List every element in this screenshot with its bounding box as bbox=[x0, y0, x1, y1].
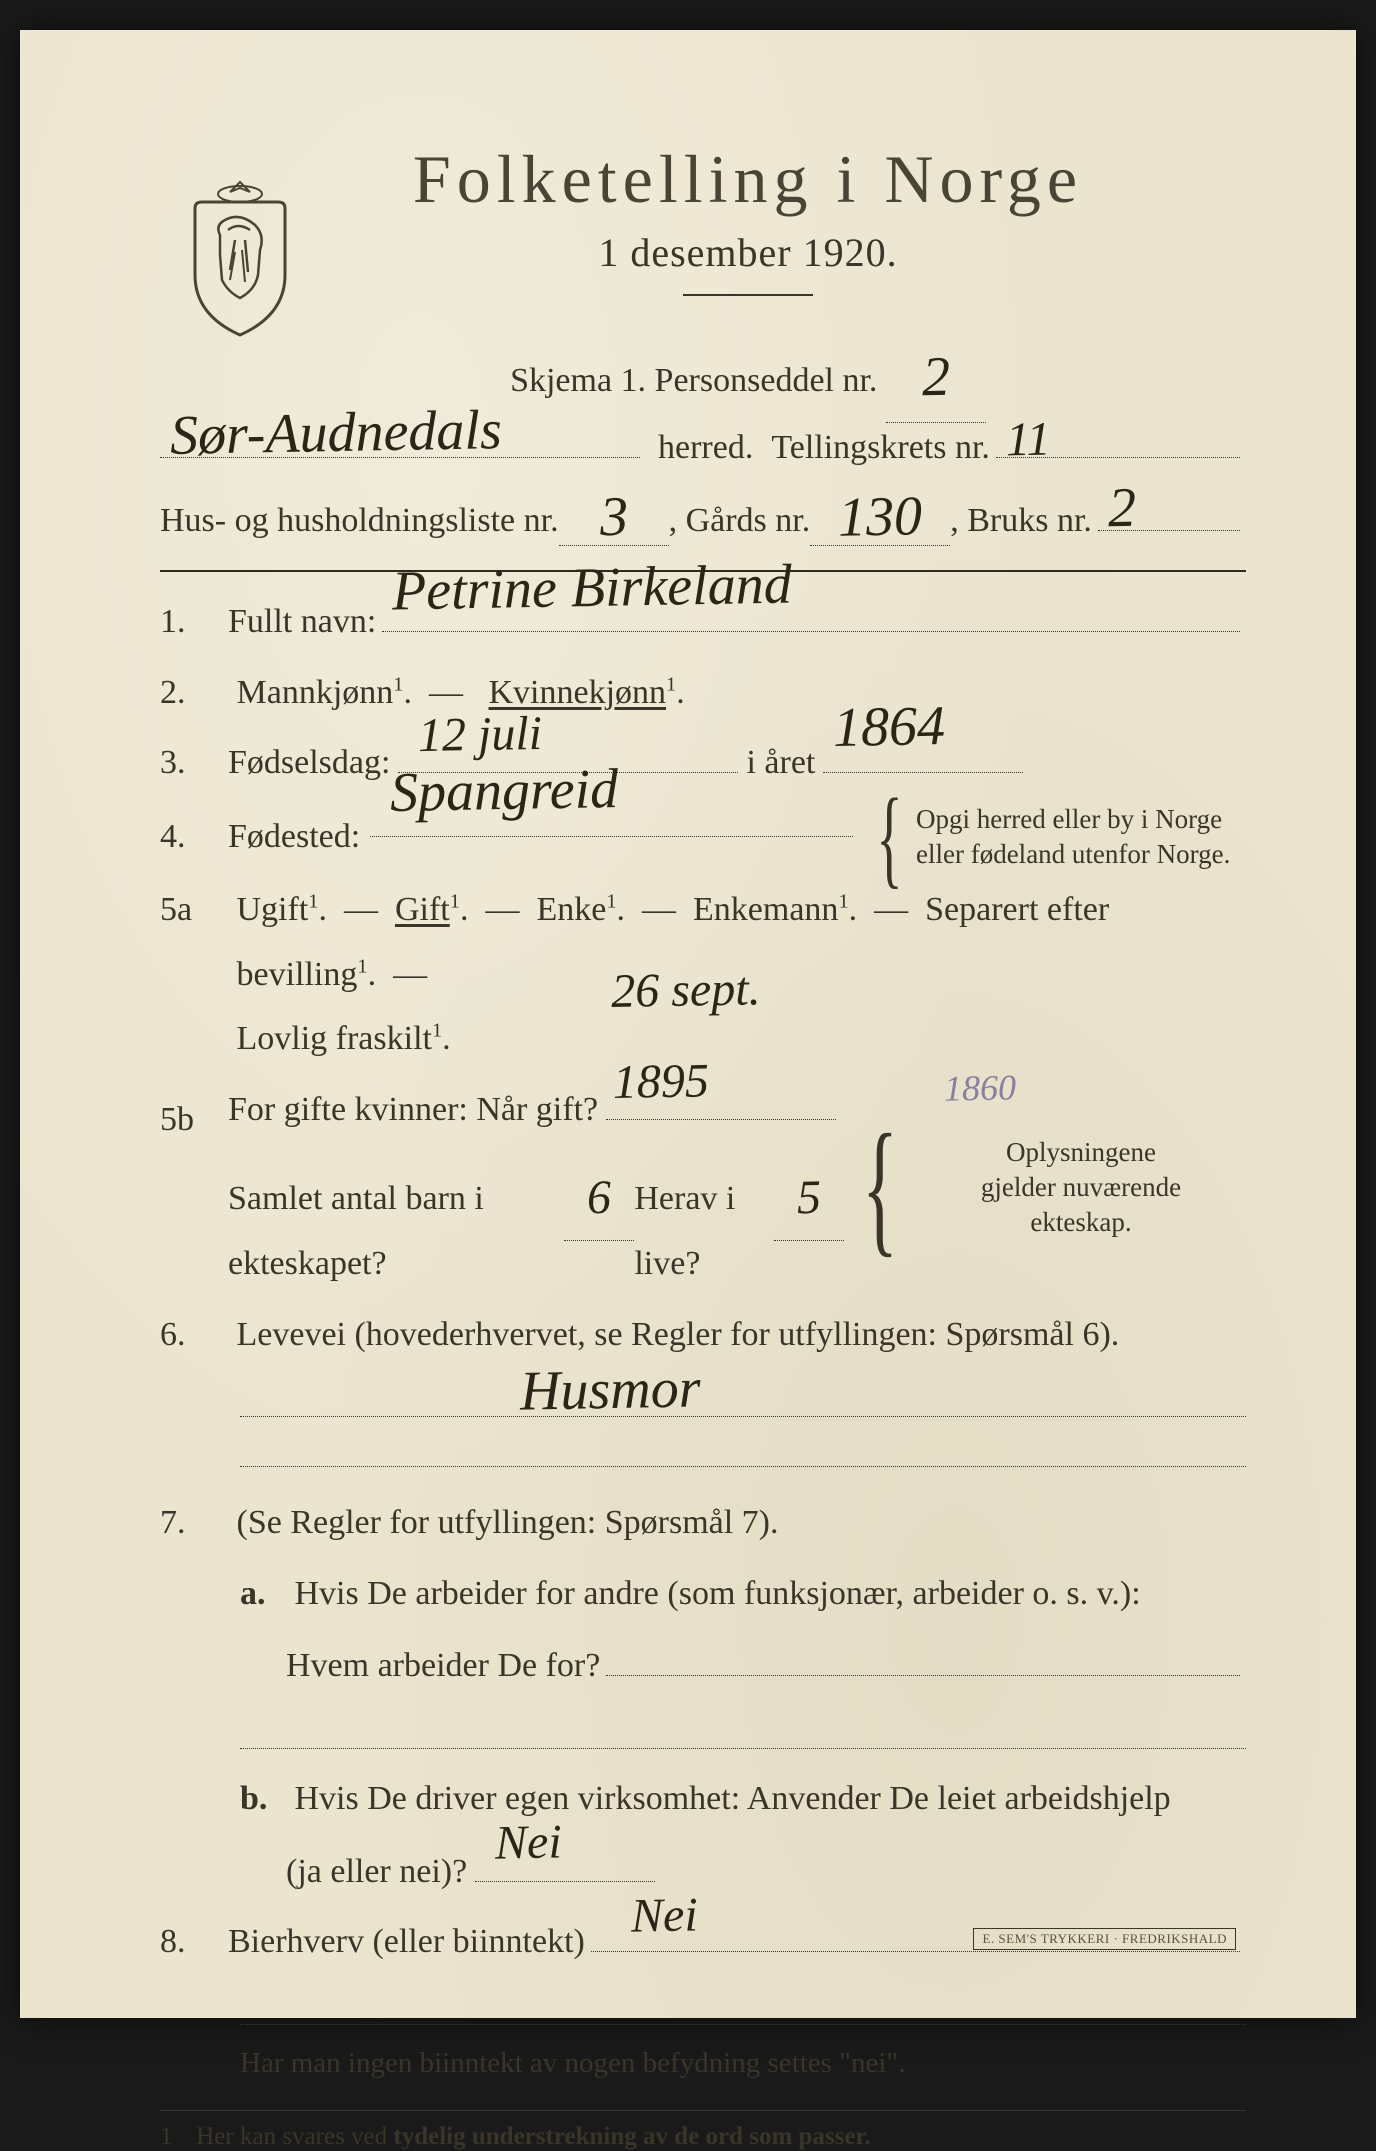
q3-label: Fødselsdag: bbox=[228, 731, 390, 796]
printer-mark: E. SEM'S TRYKKERI · FREDRIKSHALD bbox=[973, 1928, 1236, 1950]
q7a-num: a. bbox=[240, 1562, 286, 1627]
footnote-rule bbox=[160, 2110, 1246, 2111]
q1: 1. Fullt navn: Petrine Birkeland bbox=[160, 590, 1246, 655]
q5a-opt0: Ugift bbox=[237, 891, 309, 928]
bruks-label: , Bruks nr. bbox=[950, 502, 1092, 540]
q4-sidenote: Opgi herred eller by i Norge eller fødel… bbox=[916, 802, 1246, 872]
q7b-value: Nei bbox=[494, 1797, 562, 1889]
q8-num: 8. bbox=[160, 1910, 228, 1975]
q5a-opt5: Lovlig fraskilt bbox=[237, 1020, 432, 1057]
q7a-text: Hvis De arbeider for andre (som funksjon… bbox=[295, 1575, 1141, 1612]
q1-num: 1. bbox=[160, 590, 228, 655]
form-subtitle: 1 desember 1920. bbox=[250, 229, 1246, 276]
q7b: b. Hvis De driver egen virksomhet: Anven… bbox=[240, 1767, 1246, 1904]
footnote-num: 1 bbox=[160, 2123, 190, 2151]
q5a-opt1: Gift bbox=[395, 891, 450, 928]
q7-label: (Se Regler for utfyllingen: Spørsmål 7). bbox=[237, 1504, 779, 1541]
census-form-page: Folketelling i Norge 1 desember 1920. Sk… bbox=[20, 30, 1356, 2018]
q5b-sidenote: Oplysningene gjelder nuværende ekteskap. bbox=[916, 1135, 1246, 1240]
q5b-total: 6 bbox=[587, 1152, 613, 1244]
footnote: 1 Her kan svares ved tydelig understrekn… bbox=[160, 2123, 1246, 2151]
herred-line: Sør-Audnedals herred. Tellingskrets nr. … bbox=[160, 429, 1246, 467]
q5b-label-c: Herav i live? bbox=[634, 1167, 774, 1296]
foot-instruction: Har man ingen biinntekt av nogen befydni… bbox=[240, 2047, 1246, 2080]
q6-value-line: Husmor bbox=[240, 1375, 1246, 1417]
q3: 3. Fødselsdag: 12 juli i året 1864 bbox=[160, 731, 1246, 796]
q4-label: Fødested: bbox=[228, 805, 360, 870]
q7: 7. (Se Regler for utfyllingen: Spørsmål … bbox=[160, 1491, 1246, 1556]
q5b-married: 26 sept. 1895 bbox=[611, 942, 838, 1128]
bruks-nr: 2 bbox=[1107, 476, 1136, 540]
personseddel-nr: 2 bbox=[921, 328, 951, 426]
q8-value: Nei bbox=[630, 1869, 698, 1961]
q2: 2. Mannkjønn1. — Kvinnekjønn1. bbox=[160, 661, 1246, 726]
q7a-sublabel: Hvem arbeider De for? bbox=[286, 1634, 600, 1699]
q4-num: 4. bbox=[160, 805, 228, 870]
q4: 4. Fødested: Spangreid { Opgi herred ell… bbox=[160, 802, 1246, 872]
q7a: a. Hvis De arbeider for andre (som funks… bbox=[240, 1562, 1246, 1699]
q5b: 5b 1860 For gifte kvinner: Når gift? 26 … bbox=[160, 1078, 1246, 1297]
q3-year: 1864 bbox=[832, 673, 946, 781]
q5b-alive: 5 bbox=[796, 1152, 822, 1244]
q7-num: 7. bbox=[160, 1491, 228, 1556]
herred-name: Sør-Audnedals bbox=[169, 398, 502, 468]
q4-value: Spangreid bbox=[389, 736, 619, 846]
q7b-num: b. bbox=[240, 1767, 286, 1832]
brace-icon: { bbox=[876, 804, 902, 870]
herred-label: herred. bbox=[658, 429, 753, 467]
q7a-blank2 bbox=[240, 1707, 1246, 1749]
q6-num: 6. bbox=[160, 1303, 228, 1368]
q5a-num: 5a bbox=[160, 878, 228, 943]
q7b-text: Hvis De driver egen virksomhet: Anvender… bbox=[295, 1780, 1171, 1817]
q2-num: 2. bbox=[160, 661, 228, 726]
q5a-opt3: Enkemann bbox=[693, 891, 838, 928]
q5b-label-b: Samlet antal barn i ekteskapet? bbox=[228, 1167, 564, 1296]
q5a-opt2: Enke bbox=[536, 891, 606, 928]
q8-blank bbox=[240, 1983, 1246, 2025]
gards-nr: 130 bbox=[838, 484, 923, 549]
footnote-text: Her kan svares ved tydelig understreknin… bbox=[196, 2123, 870, 2150]
q1-value: Petrine Birkeland bbox=[391, 531, 792, 644]
q6-blank2 bbox=[240, 1425, 1246, 1467]
q3-num: 3. bbox=[160, 731, 228, 796]
q5b-pencil: 1860 bbox=[943, 1053, 1016, 1123]
q5b-num: 5b bbox=[160, 1088, 228, 1153]
q6-label: Levevei (hovederhvervet, se Regler for u… bbox=[237, 1316, 1120, 1353]
tellingskrets-nr: 11 bbox=[1005, 412, 1050, 468]
form-title: Folketelling i Norge bbox=[250, 140, 1246, 219]
q8-label: Bierhverv (eller biinntekt) bbox=[228, 1910, 585, 1975]
q7a-blank bbox=[606, 1675, 1240, 1676]
q5b-label-a: For gifte kvinner: Når gift? bbox=[228, 1078, 598, 1143]
q1-label: Fullt navn: bbox=[228, 590, 376, 655]
title-divider bbox=[683, 294, 813, 296]
q3-year-label: i året bbox=[746, 731, 815, 796]
q7b-sublabel: (ja eller nei)? bbox=[286, 1840, 467, 1905]
skjema-label: Skjema 1. Personseddel nr. bbox=[510, 362, 877, 399]
husliste-label: Hus- og husholdningsliste nr. bbox=[160, 502, 559, 540]
coat-of-arms-icon bbox=[180, 180, 300, 340]
tellingskrets-label: Tellingskrets nr. bbox=[771, 429, 990, 467]
brace-icon: { bbox=[862, 1142, 898, 1232]
q2-opt1: Mannkjønn bbox=[237, 674, 394, 711]
q6-value: Husmor bbox=[519, 1357, 701, 1424]
q6: 6. Levevei (hovederhvervet, se Regler fo… bbox=[160, 1303, 1246, 1368]
